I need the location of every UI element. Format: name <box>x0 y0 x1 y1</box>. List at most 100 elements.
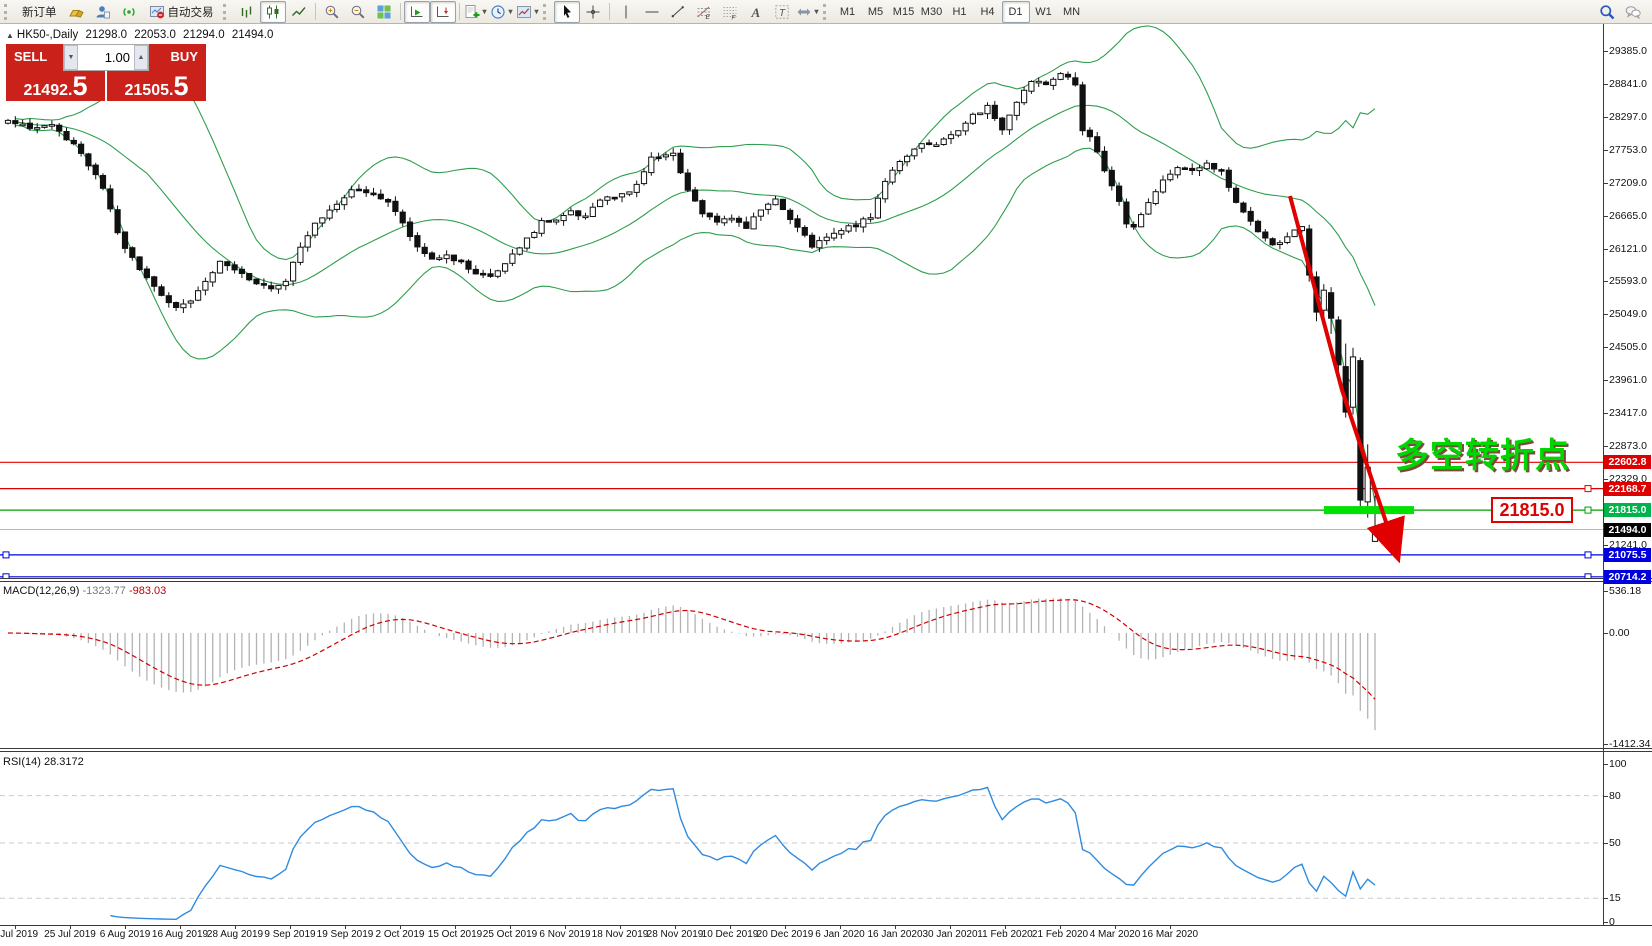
search-button[interactable] <box>1594 1 1620 23</box>
line-handle[interactable] <box>2 573 10 578</box>
crosshair-button[interactable] <box>580 1 606 23</box>
volume-input[interactable] <box>78 45 134 70</box>
toolbar-grip[interactable] <box>222 3 231 20</box>
auto-scroll-button[interactable] <box>403 0 430 23</box>
chat-button[interactable] <box>1620 1 1646 23</box>
candlestick-chart-button[interactable] <box>259 0 286 23</box>
candle-body <box>151 276 158 287</box>
label-button[interactable]: T <box>769 1 795 23</box>
templates-button[interactable]: ▾ <box>515 1 541 23</box>
candle-body <box>480 272 487 276</box>
toolbar-grip[interactable] <box>542 3 551 20</box>
candle-body <box>136 256 143 270</box>
indicators-button[interactable]: ▾ <box>463 1 489 23</box>
candle-body <box>472 268 479 275</box>
line-handle[interactable] <box>1584 506 1592 514</box>
shapes-button[interactable]: ▾ <box>795 1 821 23</box>
timeframe-d1[interactable]: D1 <box>1001 0 1030 23</box>
line-chart-button[interactable] <box>286 1 312 23</box>
candle-body <box>1057 73 1064 80</box>
candle-body <box>1335 319 1342 366</box>
toolbar-grip[interactable] <box>4 3 12 20</box>
trendline-button[interactable] <box>665 1 691 23</box>
turning-point-annotation[interactable]: 多空转折点 <box>1395 437 1570 475</box>
history-button[interactable] <box>64 1 90 23</box>
timeframe-m1[interactable]: M1 <box>839 5 856 18</box>
fibo-grid-icon: F <box>722 4 738 20</box>
trend-arrow[interactable] <box>1288 195 1405 564</box>
date-label: 19 Sep 2019 <box>316 929 374 940</box>
profile-button[interactable] <box>90 1 116 23</box>
candle-body <box>1094 136 1101 153</box>
indicators-icon <box>464 4 480 20</box>
one-click-collapse-icon[interactable]: ▲ <box>6 31 14 40</box>
date-tick-mark <box>455 925 456 929</box>
shapes-icon <box>796 4 812 20</box>
line-handle[interactable] <box>2 551 10 559</box>
fibonacci-button[interactable]: E <box>691 1 717 23</box>
autotrade-button[interactable]: 自动交易 <box>142 1 221 23</box>
timeframe-m15[interactable]: M15 <box>892 5 915 18</box>
volume-increase-button[interactable]: ▲ <box>134 45 148 70</box>
date-label: 15 Oct 2019 <box>427 929 483 940</box>
timeframe-m30[interactable]: M30 <box>920 5 943 18</box>
rsi-axis-label: 100 <box>1609 758 1627 770</box>
candle-body <box>933 144 940 148</box>
date-axis[interactable] <box>0 925 1652 946</box>
pane-separator[interactable] <box>0 748 1652 752</box>
signal-button[interactable] <box>116 1 142 23</box>
volume-decrease-button[interactable]: ▼ <box>64 45 78 70</box>
candle-body <box>224 261 231 267</box>
toolbar-grip[interactable] <box>822 3 831 20</box>
timeframe-h4[interactable]: H4 <box>980 5 995 18</box>
horizontal-line-button[interactable] <box>639 1 665 23</box>
new-order-button[interactable]: 新订单 <box>22 6 57 19</box>
candle-body <box>1123 201 1130 225</box>
macd-pane[interactable] <box>0 584 1603 748</box>
chevron-down-icon: ▾ <box>508 7 513 16</box>
price-tick-label: 21241.0 <box>1609 538 1647 551</box>
candle-body <box>969 113 976 124</box>
zoom-out-button[interactable] <box>345 1 371 23</box>
vertical-line-icon <box>618 4 634 20</box>
cursor-button[interactable] <box>553 0 580 23</box>
templates-icon <box>516 4 532 20</box>
text-button[interactable]: A <box>743 1 769 23</box>
tile-windows-button[interactable] <box>371 1 397 23</box>
candle-body <box>947 134 955 140</box>
bar-chart-icon <box>239 4 255 20</box>
candle-body <box>918 143 925 149</box>
date-label: 4 Mar 2020 <box>1089 929 1141 940</box>
periods-button[interactable]: ▾ <box>489 1 515 23</box>
candle-body <box>1035 80 1042 84</box>
price-tick-mark <box>1603 544 1608 546</box>
candle-body <box>34 127 41 130</box>
fibo-grid-button[interactable]: F <box>717 1 743 23</box>
price-tick-label: 22873.0 <box>1609 439 1647 452</box>
timeframe-mn[interactable]: MN <box>1062 5 1081 18</box>
level-price-callout[interactable]: 21815.0 <box>1491 497 1573 523</box>
pane-separator[interactable] <box>0 578 1652 582</box>
macd-axis-label: 0.00 <box>1609 627 1630 639</box>
zoom-in-button[interactable] <box>319 1 345 23</box>
bar-chart-button[interactable] <box>234 1 260 23</box>
candle-body <box>202 280 209 291</box>
line-handle[interactable] <box>1584 551 1592 559</box>
trendline-icon <box>670 4 686 20</box>
main-chart-pane[interactable] <box>0 24 1603 578</box>
date-label: 6 Jan 2020 <box>815 929 865 940</box>
vertical-line-button[interactable] <box>613 1 639 23</box>
line-handle[interactable] <box>1584 485 1592 493</box>
candle-body <box>1152 191 1159 204</box>
chart-shift-icon <box>435 4 451 20</box>
rsi-pane[interactable] <box>0 754 1603 925</box>
timeframe-h1[interactable]: H1 <box>952 5 967 18</box>
candle-body <box>977 112 984 116</box>
line-handle[interactable] <box>1584 573 1592 578</box>
level-highlight-bar[interactable] <box>1324 506 1414 515</box>
timeframe-w1[interactable]: W1 <box>1035 5 1052 18</box>
rsi-label: RSI(14) <box>3 756 41 768</box>
timeframe-m5[interactable]: M5 <box>867 5 884 18</box>
date-tick-mark <box>125 925 126 929</box>
chart-shift-button[interactable] <box>429 0 456 23</box>
